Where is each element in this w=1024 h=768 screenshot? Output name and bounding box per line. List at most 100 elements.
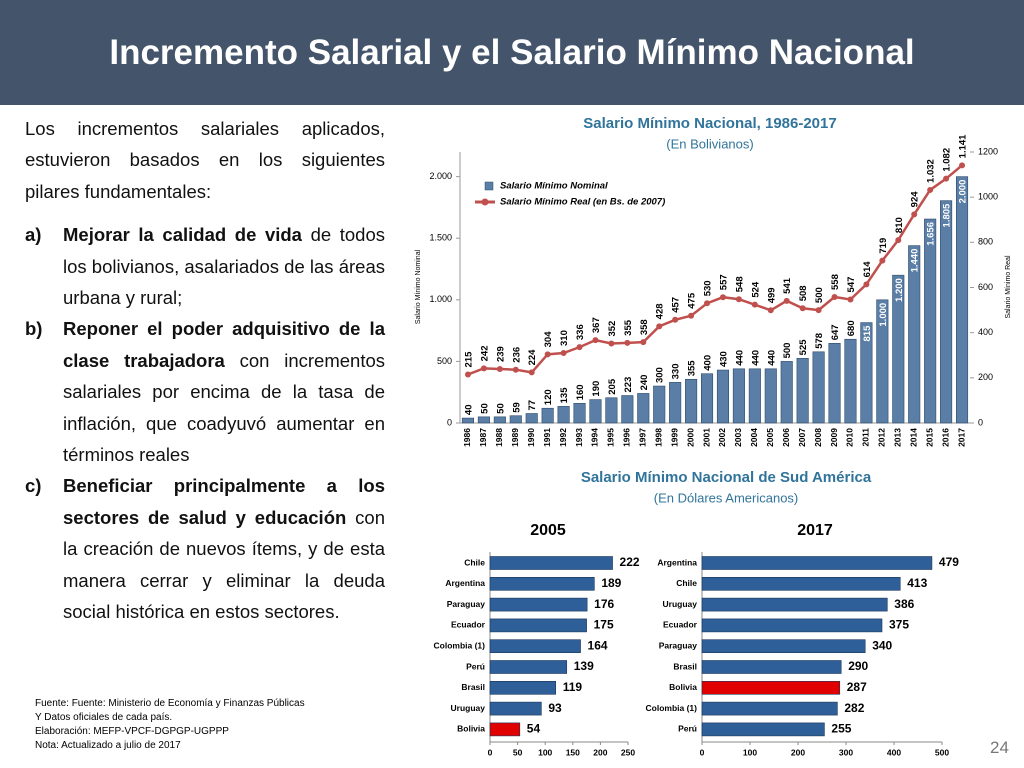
bar [489,722,521,737]
item-bold: Beneficiar principalmente a los sectores… [63,475,385,528]
bar-value-label: 1.200 [894,278,905,302]
x-tick-label: 300 [839,747,853,757]
line-value-label: 310 [559,330,570,346]
bar-value-label: 440 [766,350,777,366]
line-marker [895,237,902,244]
category-label: Colombia (1) [434,640,486,650]
bar-value-label: 290 [848,659,868,673]
list-item: c) Beneficiar principalmente a los sector… [25,470,385,627]
sources: Fuente: Fuente: Ministerio de Economía y… [35,697,305,753]
category-label: Ecuador [451,620,486,630]
legend-label: Salario Mínimo Nominal [500,181,608,192]
line-marker [959,162,966,169]
source-line: Fuente: Fuente: Ministerio de Economía y… [35,698,305,709]
category-label: Colombia (1) [646,703,698,713]
chart-subtitle: (En Bolivianos) [666,136,753,151]
bar-value-label: 647 [830,324,841,340]
item-text: con la creación de nuevos ítems, y de es… [63,506,385,623]
bar-value-label: 330 [671,363,682,379]
category-label: Uruguay [663,599,698,609]
x-tick-label: 1999 [669,428,679,447]
page-number: 24 [990,738,1009,757]
legend-swatch [484,181,494,191]
x-tick-label: 2017 [956,428,966,447]
bar-value-label: 189 [601,576,621,590]
bar [653,385,666,424]
bar [701,597,888,612]
line-marker [847,296,854,303]
y2-tick-label: 600 [978,282,993,292]
x-tick-label: 1998 [653,428,663,447]
category-label: Perú [466,661,485,671]
line-value-label: 336 [575,324,586,340]
line-value-label: 924 [910,191,921,208]
bar [701,556,933,570]
line-value-label: 239 [495,346,506,362]
bar [764,368,777,424]
item-text: con incrementos salariales por encima de… [63,349,385,466]
x-tick-label: 1995 [606,428,616,447]
legend-swatch [481,198,489,206]
source-line: Y Datos oficiales de cada país. [35,712,173,723]
bar-value-label: 680 [846,320,857,336]
bar [908,245,921,424]
list-item: a) Mejorar la calidad de vida de todos lo… [25,219,385,313]
bar-value-label: 440 [734,350,745,366]
x-tick-label: 500 [935,747,949,757]
bar-value-label: 139 [574,659,594,673]
x-tick-label: 2001 [701,428,711,447]
category-label: Ecuador [663,620,698,630]
y2-axis-label: Salario Mínimo Real [1005,255,1012,318]
x-tick-label: 1989 [510,428,520,447]
x-tick-label: 1993 [574,428,584,447]
bar [955,176,969,424]
bar-value-label: 50 [495,403,506,414]
y2-tick-label: 1000 [978,192,998,202]
x-tick-label: 0 [700,747,705,757]
bar-value-label: 120 [543,389,554,405]
bar [700,373,714,424]
line-value-label: 358 [639,319,650,335]
bar [589,399,602,424]
bar [557,406,570,424]
chart-title: Salario Mínimo Nacional, 1986-2017 [583,115,836,132]
line-marker [943,175,950,182]
category-label: Argentina [657,557,697,567]
x-tick-label: 1994 [590,428,600,447]
bar [860,322,873,424]
bar [621,395,634,424]
line-marker [911,211,918,218]
bar-value-label: 375 [889,618,909,632]
x-tick-label: 2007 [797,428,807,447]
x-tick-label: 1986 [462,428,472,447]
bar-value-label: 1.805 [942,203,953,227]
line-value-label: 352 [607,321,618,337]
bar [940,200,953,424]
bar [876,299,889,424]
x-tick-label: 2009 [829,428,839,447]
line-value-label: 224 [527,349,538,366]
x-tick-label: 200 [791,747,805,757]
legend-label: Salario Mínimo Real (en Bs. de 2007) [500,197,665,208]
intro: Los incrementos salariales aplicados, es… [25,118,385,202]
bar-value-label: 1.656 [926,222,937,246]
line-marker [783,297,790,304]
line-value-label: 524 [750,281,761,298]
line-marker [688,312,695,319]
bar-value-label: 282 [844,701,864,715]
bar [489,597,588,612]
line-value-label: 428 [655,303,666,319]
line-marker [576,344,583,351]
bar-value-label: 222 [620,555,640,569]
line-marker [831,293,838,300]
line-marker [544,351,551,358]
bar-value-label: 205 [607,378,618,395]
x-tick-label: 1988 [494,428,504,447]
x-tick-label: 2003 [733,428,743,447]
bar [924,218,937,424]
line-marker [624,339,631,346]
line-value-label: 557 [718,274,729,290]
bar [477,416,490,424]
line-marker [767,307,774,314]
bar-value-label: 430 [718,351,729,367]
